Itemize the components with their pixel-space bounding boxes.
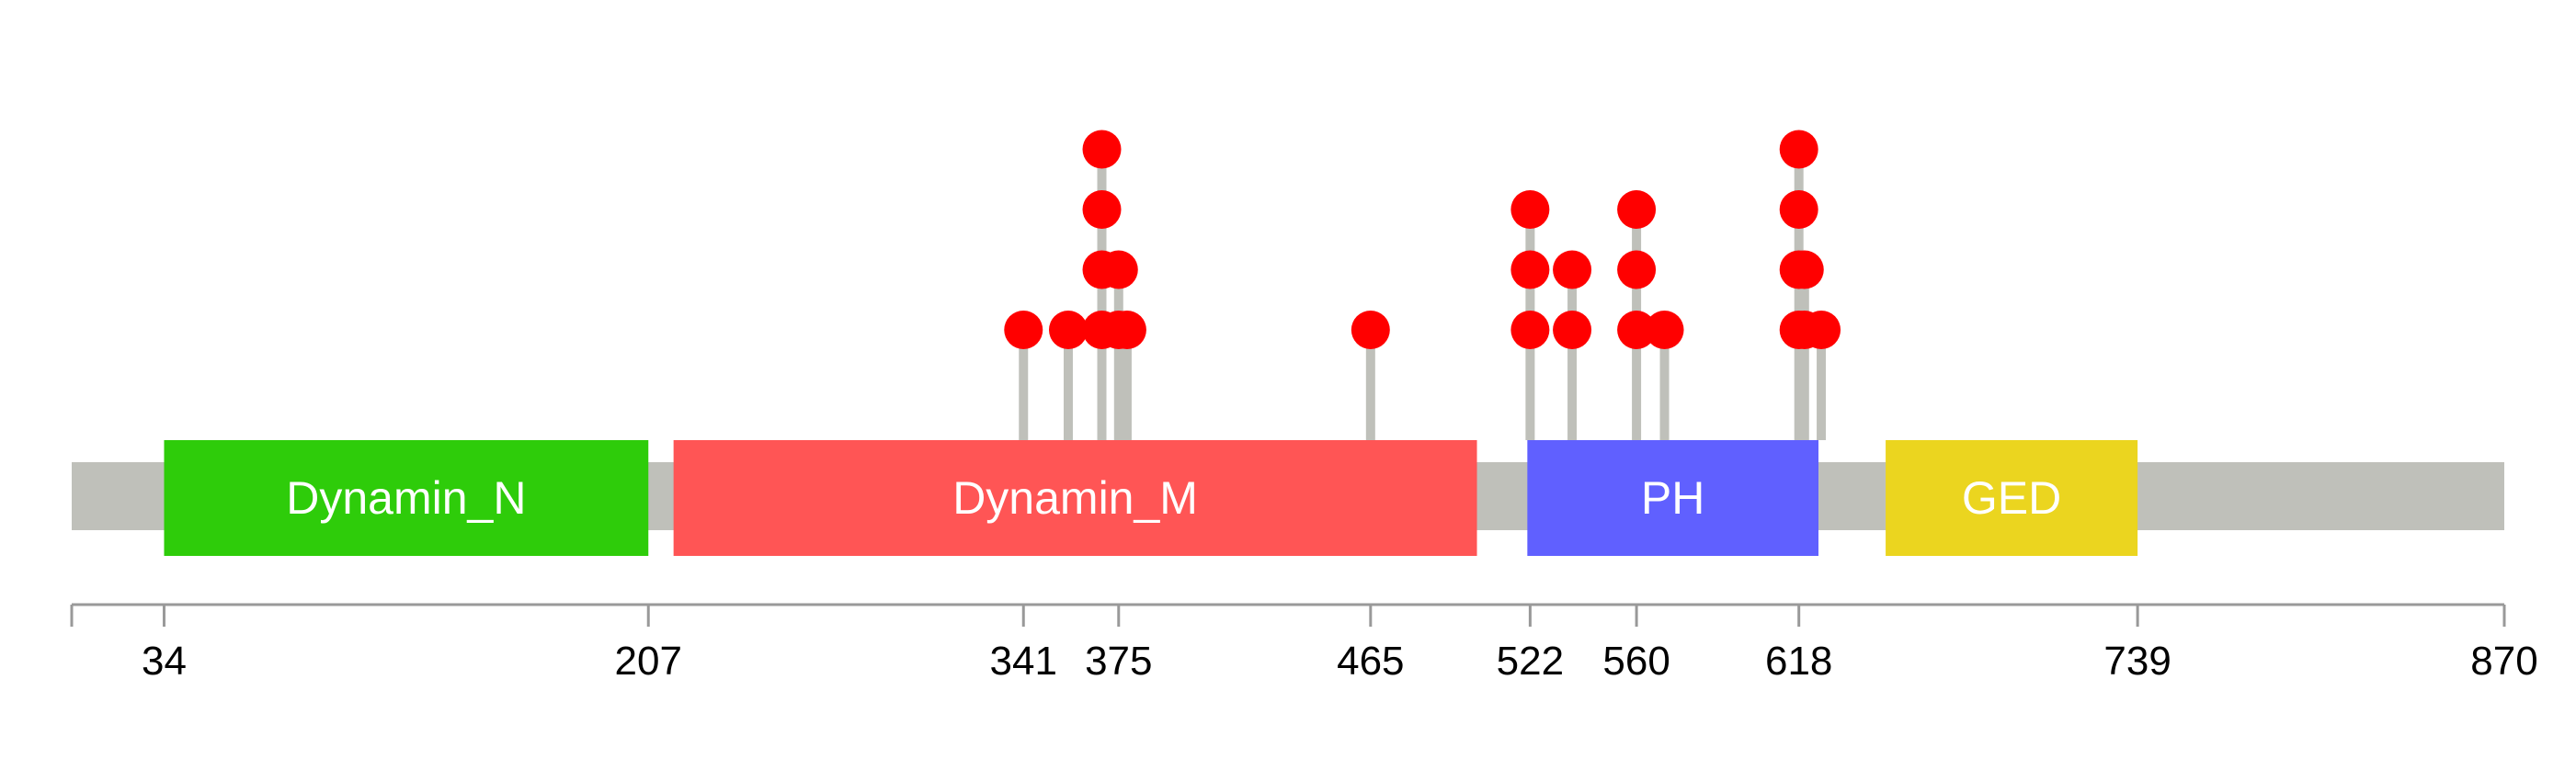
mutation-marker-560-1[interactable] <box>1617 311 1657 349</box>
mutation-marker-570-1[interactable] <box>1645 311 1684 349</box>
axis-tick-label: 375 <box>1085 639 1152 684</box>
domain-dynamin-n[interactable]: Dynamin_N <box>164 440 649 556</box>
mutation-marker-537-2[interactable] <box>1553 250 1592 289</box>
mutation-marker-618-4[interactable] <box>1779 130 1818 169</box>
domain-box[interactable] <box>1886 440 2138 556</box>
mutation-marker-357-1[interactable] <box>1048 311 1088 349</box>
domain-dynamin-m[interactable]: Dynamin_M <box>673 440 1477 556</box>
mutation-marker-341-1[interactable] <box>1004 311 1043 349</box>
stems-layer <box>1019 149 1827 440</box>
domain-box[interactable] <box>673 440 1477 556</box>
domains-layer: Dynamin_N Dynamin_M PH GED <box>164 440 2138 556</box>
mutation-marker-369-4[interactable] <box>1082 130 1122 169</box>
mutation-marker-560-2[interactable] <box>1617 250 1657 289</box>
mutation-marker-375-2[interactable] <box>1099 250 1138 289</box>
domain-label: PH <box>1641 472 1704 524</box>
mutation-marker-620-2[interactable] <box>1784 250 1824 289</box>
axis-tick-label: 465 <box>1337 639 1404 684</box>
mutation-marker-369-3[interactable] <box>1082 190 1122 229</box>
mutation-marker-522-3[interactable] <box>1510 190 1550 229</box>
axis-tick-label: 341 <box>990 639 1057 684</box>
mutation-marker-465-1[interactable] <box>1351 311 1390 349</box>
mutation-marker-522-2[interactable] <box>1510 250 1550 289</box>
domain-label: GED <box>1962 472 2061 524</box>
axis-tick-label: 522 <box>1497 639 1564 684</box>
domain-label: Dynamin_M <box>952 472 1198 524</box>
mutation-marker-378-1[interactable] <box>1107 311 1146 349</box>
mutation-marker-560-3[interactable] <box>1617 190 1657 229</box>
mutation-marker-626-1[interactable] <box>1802 311 1841 349</box>
mutation-marker-537-1[interactable] <box>1553 311 1592 349</box>
markers-layer <box>1004 130 1841 349</box>
position-axis: 34 207 341 375 465 522 560 618 739 870 <box>70 603 2538 684</box>
axis-tick-label: 560 <box>1602 639 1670 684</box>
axis-tick-label: 618 <box>1765 639 1832 684</box>
axis-tick-label: 34 <box>142 639 187 684</box>
axis-tick-label: 207 <box>615 639 682 684</box>
axis-tick-label: 739 <box>2103 639 2171 684</box>
domain-label: Dynamin_N <box>286 472 526 524</box>
domain-box[interactable] <box>1527 440 1819 556</box>
domain-ged[interactable]: GED <box>1886 440 2138 556</box>
domain-box[interactable] <box>164 440 649 556</box>
axis-tick-label: 870 <box>2470 639 2537 684</box>
mutation-marker-618-3[interactable] <box>1779 190 1818 229</box>
domain-ph[interactable]: PH <box>1527 440 1819 556</box>
mutation-marker-522-1[interactable] <box>1510 311 1550 349</box>
